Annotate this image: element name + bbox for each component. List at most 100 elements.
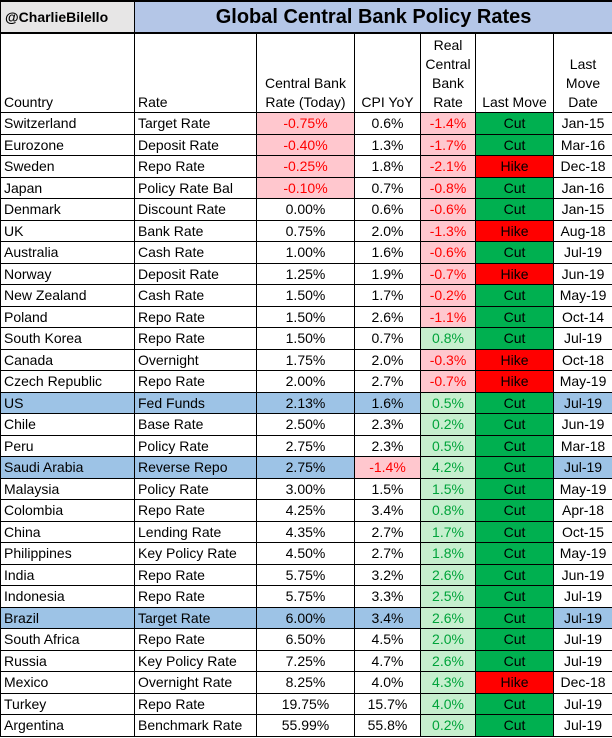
table-row: Russia Key Policy Rate 7.25% 4.7% 2.6% Cut Jul… [0,649,612,672]
cpi-cell: 3.4% [354,606,421,629]
country-cell: South Korea [0,327,135,350]
rate-type-cell: Target Rate [134,112,257,135]
country-cell: Malaysia [0,477,135,500]
last-move-date-cell: Jan-16 [552,176,612,199]
table-row: Switzerland Target Rate -0.75% 0.6% -1.4% Cut… [0,112,612,135]
last-move-date-cell: Apr-18 [552,499,612,522]
last-move-date-cell: Dec-18 [552,671,612,694]
last-move-cell: Cut [475,692,554,715]
table-row: Sweden Repo Rate -0.25% 1.8% -2.1% Hike Dec-18 [0,155,612,178]
real-rate-cell: 1.7% [420,520,476,543]
country-cell: New Zealand [0,284,135,307]
cb-rate-cell: 1.75% [256,348,355,371]
table-row: Brazil Target Rate 6.00% 3.4% 2.6% Cut Jul-19 [0,606,612,629]
real-rate-cell: -0.7% [420,370,476,393]
cb-rate-cell: 1.50% [256,327,355,350]
header-cb-rate: Central Bank Rate (Today) [256,32,355,113]
last-move-date-cell: Jul-19 [552,327,612,350]
cb-rate-cell: 0.00% [256,198,355,221]
cpi-cell: 2.6% [354,305,421,328]
country-cell: Argentina [0,714,135,737]
cb-rate-cell: 1.50% [256,284,355,307]
last-move-cell: Cut [475,305,554,328]
country-cell: China [0,520,135,543]
cb-rate-cell: 0.75% [256,219,355,242]
country-cell: Norway [0,262,135,285]
table-row: Indonesia Repo Rate 5.75% 3.3% 2.5% Cut Jul-19 [0,585,612,608]
cpi-cell: 3.3% [354,585,421,608]
author-handle: @CharlieBilello [0,0,135,34]
country-cell: Poland [0,305,135,328]
cpi-cell: 0.6% [354,198,421,221]
last-move-cell: Cut [475,563,554,586]
cpi-cell: 1.8% [354,155,421,178]
last-move-date-cell: Jan-15 [552,198,612,221]
header-rate: Rate [134,32,257,113]
last-move-date-cell: Jul-19 [552,628,612,651]
cpi-cell: 1.7% [354,284,421,307]
rate-type-cell: Overnight Rate [134,671,257,694]
cb-rate-cell: 6.00% [256,606,355,629]
rate-type-cell: Benchmark Rate [134,714,257,737]
header-last-move-date: Last Move Date [552,32,612,113]
cpi-cell: 4.7% [354,649,421,672]
last-move-cell: Cut [475,606,554,629]
last-move-cell: Cut [475,112,554,135]
rate-type-cell: Repo Rate [134,628,257,651]
table-body: Switzerland Target Rate -0.75% 0.6% -1.4% Cut… [0,112,612,737]
real-rate-cell: 0.8% [420,327,476,350]
last-move-date-cell: Mar-16 [552,133,612,156]
real-rate-cell: -2.1% [420,155,476,178]
country-cell: US [0,391,135,414]
cpi-cell: 1.9% [354,262,421,285]
cb-rate-cell: 5.75% [256,585,355,608]
cpi-cell: -1.4% [354,456,421,479]
real-rate-cell: 2.6% [420,563,476,586]
table-row: UK Bank Rate 0.75% 2.0% -1.3% Hike Aug-18 [0,219,612,242]
rate-type-cell: Repo Rate [134,327,257,350]
country-cell: Canada [0,348,135,371]
last-move-cell: Hike [475,348,554,371]
cb-rate-cell: -0.25% [256,155,355,178]
last-move-date-cell: Oct-18 [552,348,612,371]
cpi-cell: 1.3% [354,133,421,156]
cb-rate-cell: 4.35% [256,520,355,543]
last-move-date-cell: Jun-19 [552,413,612,436]
country-cell: Denmark [0,198,135,221]
country-cell: Brazil [0,606,135,629]
last-move-cell: Cut [475,176,554,199]
country-cell: Japan [0,176,135,199]
rate-type-cell: Discount Rate [134,198,257,221]
real-rate-cell: -0.2% [420,284,476,307]
table-row: Argentina Benchmark Rate 55.99% 55.8% 0.2% Cu… [0,714,612,737]
last-move-date-cell: Oct-15 [552,520,612,543]
last-move-cell: Cut [475,649,554,672]
table-row: Colombia Repo Rate 4.25% 3.4% 0.8% Cut Apr-18 [0,499,612,522]
last-move-cell: Cut [475,499,554,522]
table-row: Mexico Overnight Rate 8.25% 4.0% 4.3% Hike Dec… [0,671,612,694]
cpi-cell: 2.7% [354,520,421,543]
real-rate-cell: -1.4% [420,112,476,135]
real-rate-cell: 0.2% [420,714,476,737]
table-row: Czech Republic Repo Rate 2.00% 2.7% -0.7% Hik… [0,370,612,393]
cb-rate-cell: -0.10% [256,176,355,199]
cb-rate-cell: 4.25% [256,499,355,522]
real-rate-cell: 4.3% [420,671,476,694]
cpi-cell: 3.4% [354,499,421,522]
table-row: Malaysia Policy Rate 3.00% 1.5% 1.5% Cut May-1… [0,477,612,500]
header-last-move: Last Move [475,32,554,113]
table-row: Chile Base Rate 2.50% 2.3% 0.2% Cut Jun-19 [0,413,612,436]
table-row: Saudi Arabia Reverse Repo 2.75% -1.4% 4.2% Cu… [0,456,612,479]
cpi-cell: 2.0% [354,219,421,242]
table-row: South Africa Repo Rate 6.50% 4.5% 2.0% Cut Jul… [0,628,612,651]
real-rate-cell: 4.0% [420,692,476,715]
last-move-date-cell: Jun-19 [552,262,612,285]
last-move-date-cell: May-19 [552,370,612,393]
header-cpi: CPI YoY [354,32,421,113]
rate-type-cell: Repo Rate [134,305,257,328]
real-rate-cell: 4.2% [420,456,476,479]
rate-type-cell: Base Rate [134,413,257,436]
table-row: Eurozone Deposit Rate -0.40% 1.3% -1.7% Cut Ma… [0,133,612,156]
last-move-date-cell: Jul-19 [552,585,612,608]
real-rate-cell: -1.3% [420,219,476,242]
